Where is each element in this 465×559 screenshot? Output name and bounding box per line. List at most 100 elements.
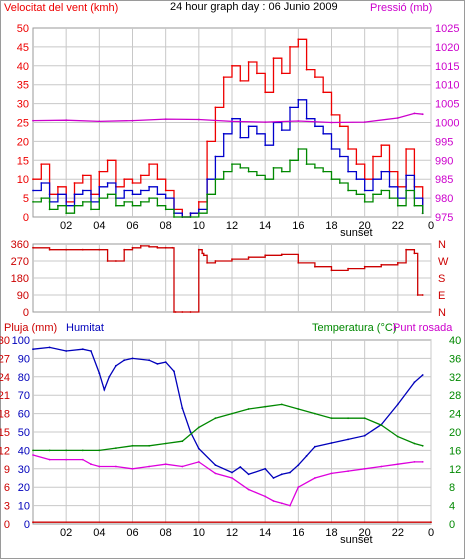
y-tick-label-2: 50 bbox=[18, 427, 30, 439]
series-direction-point bbox=[32, 246, 34, 249]
series-wind_avg-point bbox=[314, 167, 316, 169]
series-direction-point bbox=[131, 246, 134, 249]
y-tick-label-2: 90 bbox=[18, 353, 30, 365]
series-wind-point bbox=[247, 125, 250, 128]
series-humidity-point bbox=[189, 431, 192, 433]
series-direction-point bbox=[98, 248, 101, 251]
y-tick-label-0: 40 bbox=[17, 61, 29, 73]
y2-tick-label-1: N bbox=[438, 307, 446, 319]
series-wind_avg-point bbox=[330, 178, 333, 181]
series-wind-point bbox=[405, 174, 407, 177]
series-wind-point bbox=[330, 148, 333, 150]
series-temperature-point bbox=[247, 408, 250, 410]
y-tick-label-1: 270 bbox=[11, 256, 29, 268]
series-dewpoint-point bbox=[264, 495, 267, 498]
y-tick-label-1: 0 bbox=[23, 307, 29, 319]
series-gust-point bbox=[73, 182, 76, 184]
series-humidity-point bbox=[108, 375, 111, 378]
series-gust-point bbox=[239, 80, 242, 82]
series-dewpoint-point bbox=[330, 472, 333, 475]
series-direction-point bbox=[405, 248, 407, 251]
series-wind-point bbox=[264, 144, 267, 147]
series-wind-point bbox=[214, 155, 217, 158]
series-gust-point bbox=[247, 61, 250, 63]
series-gust-point bbox=[347, 148, 349, 150]
series-wind_avg-point bbox=[239, 167, 242, 169]
series-dewpoint-point bbox=[413, 461, 416, 463]
series-humidity-point bbox=[272, 477, 275, 479]
series-temperature-point bbox=[65, 449, 68, 452]
series-humidity-point bbox=[81, 348, 84, 351]
series-wind_avg-point bbox=[305, 163, 308, 166]
series-wind_avg-point bbox=[363, 201, 366, 203]
y2-tick-label-2: 0 bbox=[449, 519, 455, 531]
y-tick-label-0: 30 bbox=[17, 99, 29, 111]
series-dewpoint-point bbox=[81, 458, 84, 461]
y2-tick-label-0: 975 bbox=[435, 212, 453, 224]
series-wind-point bbox=[297, 98, 300, 101]
series-wind_avg-point bbox=[214, 178, 217, 181]
series-gust-point bbox=[98, 170, 101, 173]
x-tick-label-2: 0 bbox=[428, 527, 434, 539]
series-dewpoint-point bbox=[396, 463, 399, 466]
series-direction-point bbox=[347, 267, 349, 270]
axis-layer: 0510152025303540455097598098599099510001… bbox=[0, 23, 461, 546]
series-direction-point bbox=[416, 294, 419, 296]
series-direction-point bbox=[264, 254, 267, 257]
series-humidity-point bbox=[98, 372, 101, 374]
series-gust-point bbox=[280, 72, 283, 75]
y2-tick-label-2: 24 bbox=[449, 409, 461, 421]
series-humidity-point bbox=[314, 445, 316, 448]
x-tick-label-2: 10 bbox=[193, 527, 205, 539]
humidity-title: Humitat bbox=[66, 322, 104, 334]
series-temperature-point bbox=[380, 424, 383, 426]
series-gust-point bbox=[222, 76, 225, 78]
y-tick-label-2: 40 bbox=[18, 445, 30, 457]
series-dewpoint-point bbox=[280, 502, 283, 505]
series-gust-point bbox=[372, 155, 374, 158]
series-humidity-point bbox=[280, 473, 283, 476]
series-wind_avg-point bbox=[222, 170, 225, 173]
series-direction-point bbox=[171, 246, 174, 249]
series-gust-point bbox=[123, 178, 126, 181]
series-gust-point bbox=[256, 72, 258, 75]
series-humidity-point bbox=[214, 464, 217, 466]
series-gust-point bbox=[405, 148, 407, 150]
y2-tick-label-0: 1005 bbox=[435, 99, 459, 111]
series-gust-point bbox=[355, 163, 358, 166]
y2-tick-label-0: 985 bbox=[435, 174, 453, 186]
y-tick-label-2: 24 bbox=[0, 372, 10, 384]
series-direction-point bbox=[214, 260, 217, 262]
series-pressure-point bbox=[421, 113, 424, 116]
series-pressure-point bbox=[98, 120, 101, 123]
y-tick-label-2: 27 bbox=[0, 353, 10, 365]
series-wind-point bbox=[40, 182, 43, 184]
pressure-title: Pressió (mb) bbox=[370, 2, 432, 14]
series-wind-point bbox=[131, 193, 134, 196]
series-dewpoint-point bbox=[131, 467, 134, 470]
series-dewpoint-point bbox=[32, 454, 34, 456]
series-wind-point bbox=[81, 189, 84, 192]
series-humidity-point bbox=[330, 442, 333, 444]
series-temperature-point bbox=[164, 442, 167, 445]
series-dewpoint-point bbox=[314, 477, 316, 479]
y-tick-label-2: 30 bbox=[0, 335, 10, 347]
series-temperature-point bbox=[148, 444, 151, 447]
series-wind-point bbox=[73, 193, 76, 196]
series-wind-point bbox=[256, 132, 258, 135]
series-humidity-point bbox=[156, 363, 159, 365]
x-tick-label-2: 18 bbox=[325, 527, 337, 539]
series-temperature-point bbox=[297, 408, 300, 410]
series-dewpoint-point bbox=[90, 463, 92, 466]
series-humidity-point bbox=[396, 403, 399, 406]
y-tick-label-2: 0 bbox=[4, 519, 10, 531]
series-dewpoint-point bbox=[48, 458, 51, 461]
y-tick-label-2: 0 bbox=[24, 519, 30, 531]
series-dewpoint-point bbox=[297, 486, 300, 489]
series-dewpoint-point bbox=[98, 465, 101, 468]
series-wind_avg-point bbox=[115, 204, 117, 207]
series-gust-point bbox=[106, 159, 109, 162]
series-wind_avg-point bbox=[181, 216, 184, 218]
